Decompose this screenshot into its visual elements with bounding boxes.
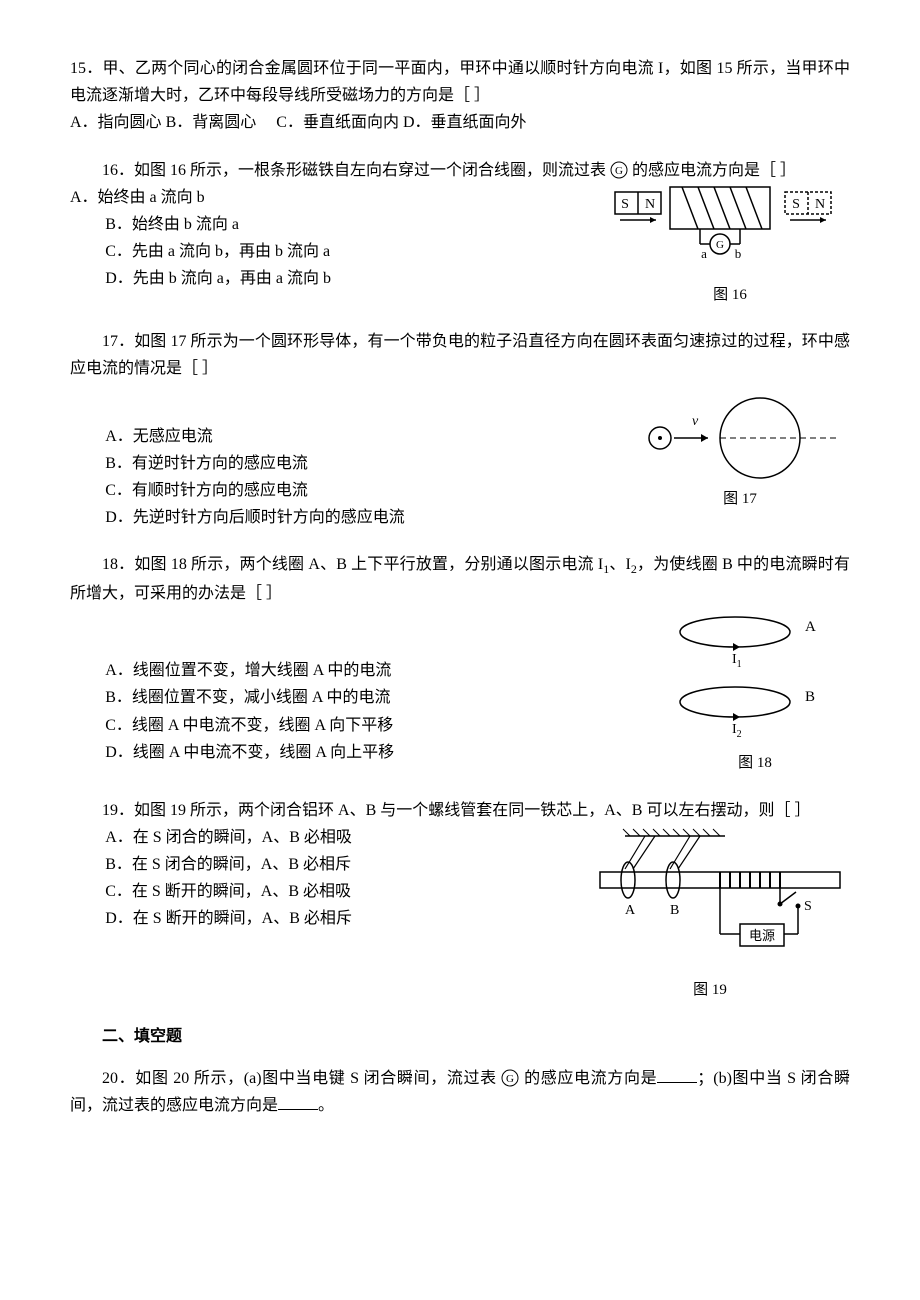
figure-17-svg: v — [630, 383, 850, 483]
q18-number: 18． — [102, 556, 134, 573]
svg-text:A: A — [805, 619, 816, 635]
q17-body: 如图 17 所示为一个圆环形导体，有一个带负电的粒子沿直径方向在圆环表面匀速掠过… — [70, 333, 850, 377]
question-18: 18．如图 18 所示，两个线圈 A、B 上下平行放置，分别通以图示电流 I1、… — [70, 551, 850, 776]
q15-number: 15． — [70, 60, 102, 77]
question-16: 16．如图 16 所示，一根条形磁铁自左向右穿过一个闭合线圈，则流过表 G 的感… — [70, 157, 850, 309]
galvanometer-icon: G — [501, 1069, 519, 1087]
q17-opt-d: D．先逆时针方向后顺时针方向的感应电流 — [105, 504, 610, 531]
q18-opt-d: D．线圈 A 中电流不变，线圈 A 向上平移 — [105, 739, 640, 766]
blank-2 — [278, 1093, 318, 1110]
q19-text: 19．如图 19 所示，两个闭合铝环 A、B 与一个螺线管套在同一铁芯上，A、B… — [70, 797, 850, 824]
q19-number: 19． — [102, 802, 134, 819]
q15-text: 15．甲、乙两个同心的闭合金属圆环位于同一平面内，甲环中通以顺时针方向电流 I，… — [70, 55, 850, 109]
q17-text: 17．如图 17 所示为一个圆环形导体，有一个带负电的粒子沿直径方向在圆环表面匀… — [70, 328, 850, 382]
figure-16-caption: 图 16 — [610, 283, 850, 309]
q15-opt-a: A．指向圆心 — [70, 114, 162, 131]
q18-opt-c: C．线圈 A 中电流不变，线圈 A 向下平移 — [105, 712, 640, 739]
q15-options: A．指向圆心 B．背离圆心 C．垂直纸面向内 D．垂直纸面向外 — [70, 109, 850, 136]
q15-opt-b: B．背离圆心 — [166, 114, 257, 131]
q18-opt-a: A．线圈位置不变，增大线圈 A 中的电流 — [105, 657, 640, 684]
figure-19-svg: A B S — [570, 824, 850, 974]
q20-number: 20． — [102, 1070, 135, 1087]
svg-text:N: N — [645, 197, 655, 212]
svg-text:I2: I2 — [732, 722, 742, 740]
q17-number: 17． — [102, 333, 134, 350]
q19-opt-c: C．在 S 断开的瞬间，A、B 必相吸 — [105, 878, 550, 905]
svg-text:S: S — [621, 197, 629, 212]
q16-lead: 如图 16 所示，一根条形磁铁自左向右穿过一个闭合线圈，则流过表 — [134, 162, 610, 179]
q16-tail: 的感应电流方向是［ ］ — [628, 162, 796, 179]
svg-text:I1: I1 — [732, 652, 742, 670]
q19-body: 如图 19 所示，两个闭合铝环 A、B 与一个螺线管套在同一铁芯上，A、B 可以… — [134, 802, 810, 819]
svg-text:a: a — [701, 246, 707, 261]
svg-text:S: S — [804, 899, 812, 914]
q17-opt-a: A．无感应电流 — [105, 423, 610, 450]
figure-16: S N G a b — [590, 184, 850, 309]
figure-19: A B S — [550, 824, 850, 1004]
figure-18: A I1 B I2 图 18 — [640, 607, 850, 777]
question-19: 19．如图 19 所示，两个闭合铝环 A、B 与一个螺线管套在同一铁芯上，A、B… — [70, 797, 850, 1004]
q16-number: 16． — [102, 162, 134, 179]
svg-text:A: A — [625, 903, 636, 918]
q20-text: 20．如图 20 所示，(a)图中当电键 S 闭合瞬间，流过表 G 的感应电流方… — [70, 1065, 850, 1119]
figure-17-caption: 图 17 — [630, 487, 850, 513]
svg-text:B: B — [805, 689, 815, 705]
q18-text: 18．如图 18 所示，两个线圈 A、B 上下平行放置，分别通以图示电流 I1、… — [70, 551, 850, 607]
question-20: 20．如图 20 所示，(a)图中当电键 S 闭合瞬间，流过表 G 的感应电流方… — [70, 1065, 850, 1119]
svg-text:G: G — [506, 1073, 514, 1085]
figure-18-svg: A I1 B I2 — [660, 607, 850, 747]
svg-text:b: b — [735, 246, 742, 261]
q16-opt-c: C．先由 a 流向 b，再由 b 流向 a — [105, 238, 590, 265]
q19-opt-d: D．在 S 断开的瞬间，A、B 必相斥 — [105, 905, 550, 932]
figure-17: v 图 17 — [610, 383, 850, 513]
svg-text:S: S — [792, 197, 800, 212]
q16-opt-b: B．始终由 b 流向 a — [105, 211, 590, 238]
svg-text:B: B — [670, 903, 679, 918]
q19-opt-b: B．在 S 闭合的瞬间，A、B 必相斥 — [105, 851, 550, 878]
question-17: 17．如图 17 所示为一个圆环形导体，有一个带负电的粒子沿直径方向在圆环表面匀… — [70, 328, 850, 531]
q16-text: 16．如图 16 所示，一根条形磁铁自左向右穿过一个闭合线圈，则流过表 G 的感… — [70, 157, 850, 184]
svg-text:v: v — [692, 414, 699, 429]
figure-19-caption: 图 19 — [570, 978, 850, 1004]
figure-16-svg: S N G a b — [610, 184, 850, 279]
q17-opt-c: C．有顺时针方向的感应电流 — [105, 477, 610, 504]
figure-18-caption: 图 18 — [660, 751, 850, 777]
svg-text:G: G — [615, 165, 623, 177]
q18-opt-b: B．线圈位置不变，减小线圈 A 中的电流 — [105, 684, 640, 711]
svg-text:G: G — [716, 239, 724, 251]
blank-1 — [657, 1066, 697, 1083]
q17-opt-b: B．有逆时针方向的感应电流 — [105, 450, 610, 477]
svg-text:N: N — [815, 197, 825, 212]
section-2-heading: 二、填空题 — [70, 1023, 850, 1050]
q15-body: 甲、乙两个同心的闭合金属圆环位于同一平面内，甲环中通以顺时针方向电流 I，如图 … — [70, 60, 850, 104]
svg-text:电源: 电源 — [749, 928, 775, 943]
question-15: 15．甲、乙两个同心的闭合金属圆环位于同一平面内，甲环中通以顺时针方向电流 I，… — [70, 55, 850, 137]
galvanometer-icon: G — [610, 161, 628, 179]
q16-opt-a: A．始终由 a 流向 b — [70, 184, 590, 211]
q16-opt-d: D．先由 b 流向 a，再由 a 流向 b — [105, 265, 590, 292]
q15-opt-c: C．垂直纸面向内 — [276, 114, 399, 131]
q19-opt-a: A．在 S 闭合的瞬间，A、B 必相吸 — [105, 824, 550, 851]
q15-opt-d: D．垂直纸面向外 — [403, 114, 527, 131]
